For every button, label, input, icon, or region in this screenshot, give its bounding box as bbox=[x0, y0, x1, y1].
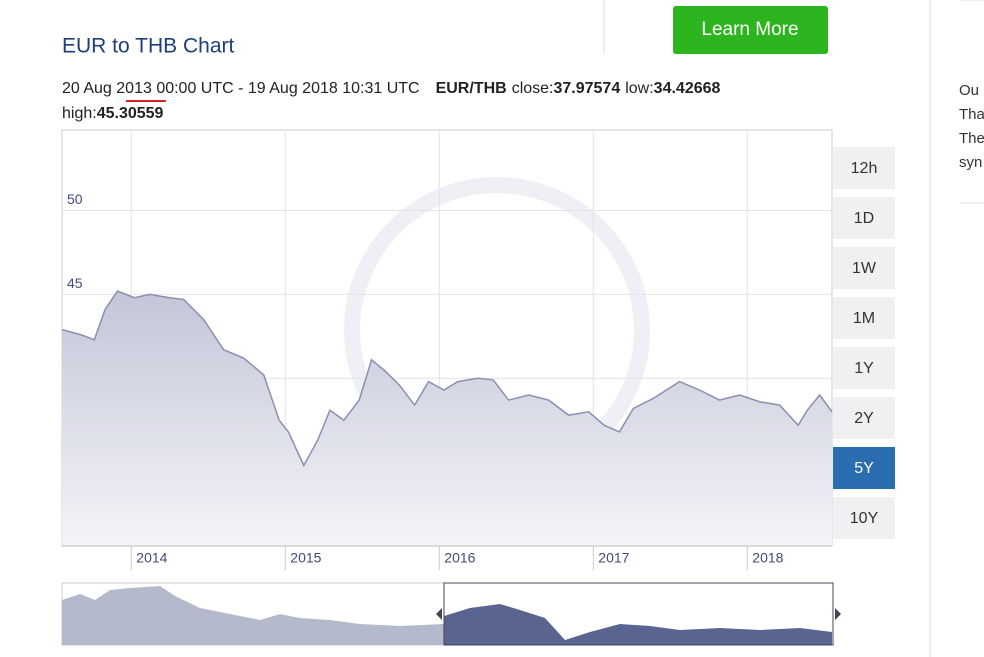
sidebar-text: Ou bbox=[959, 82, 979, 99]
button-label[interactable]: 1W bbox=[852, 260, 877, 277]
button-label[interactable]: 12h bbox=[851, 160, 878, 177]
y-tick-label: 50 bbox=[67, 191, 83, 207]
y-tick-label: 45 bbox=[67, 275, 83, 291]
button-label[interactable]: 1D bbox=[854, 210, 874, 227]
button-label[interactable]: 1Y bbox=[854, 360, 874, 377]
button-bg bbox=[833, 247, 895, 289]
button-label[interactable]: Learn More bbox=[701, 19, 798, 40]
button-bg bbox=[833, 497, 895, 539]
close: 37.97574 bbox=[553, 80, 620, 97]
pair: EUR/THB bbox=[436, 80, 507, 97]
button-label[interactable]: 10Y bbox=[850, 510, 879, 527]
x-tick-label: 2016 bbox=[444, 550, 475, 566]
sidebar-text: The bbox=[959, 130, 984, 147]
learn-more[interactable]: Learn More bbox=[673, 6, 828, 54]
button-bg bbox=[673, 6, 828, 54]
navigator bbox=[61, 582, 841, 646]
close-label: close: bbox=[512, 80, 554, 97]
summary-2: high:45.30559 bbox=[62, 105, 164, 122]
sidebar: Ou Tha The syn bbox=[959, 82, 984, 171]
button-bg bbox=[833, 197, 895, 239]
period-button[interactable]: 1D bbox=[833, 197, 895, 239]
area-line bbox=[61, 290, 833, 468]
x-tick-label: 2017 bbox=[598, 550, 629, 566]
page-title: EUR to THB Chart bbox=[62, 35, 234, 58]
period-button[interactable]: 12h bbox=[833, 147, 895, 189]
period-button[interactable]: 1Y bbox=[833, 347, 895, 389]
low-label: low: bbox=[625, 80, 653, 97]
button-bg bbox=[833, 347, 895, 389]
period-button[interactable]: 1W bbox=[833, 247, 895, 289]
button-bg bbox=[833, 447, 895, 489]
x-tick-label: 2014 bbox=[136, 550, 167, 566]
button-bg bbox=[833, 147, 895, 189]
button-bg bbox=[833, 397, 895, 439]
button-label[interactable]: 1M bbox=[853, 310, 875, 327]
sidebar-text: syn bbox=[959, 154, 982, 171]
range: 20 Aug 2013 00:00 UTC - 19 Aug 2018 10:3… bbox=[62, 80, 420, 97]
period-button[interactable]: 2Y bbox=[833, 397, 895, 439]
chart: 303540455020142015201620172018 bbox=[61, 129, 833, 570]
x-tick-label: 2018 bbox=[752, 550, 783, 566]
period-button[interactable]: 10Y bbox=[833, 497, 895, 539]
x-tick-label: 2015 bbox=[290, 550, 321, 566]
low: 34.42668 bbox=[654, 80, 721, 97]
button-label[interactable]: 5Y bbox=[854, 460, 874, 477]
area-fill bbox=[62, 291, 832, 546]
period-button[interactable]: 1M bbox=[833, 297, 895, 339]
button-bg bbox=[833, 297, 895, 339]
high-label: high: bbox=[62, 105, 97, 122]
high: 45.30559 bbox=[97, 105, 164, 122]
summary: 20 Aug 2013 00:00 UTC - 19 Aug 2018 10:3… bbox=[62, 80, 721, 97]
button-label[interactable]: 2Y bbox=[854, 410, 874, 427]
period-button[interactable]: 5Y bbox=[833, 447, 895, 489]
period-buttons: 12h 1D 1W 1M 1Y 2Y 5Y 10Y bbox=[833, 147, 895, 539]
sidebar-text: Tha bbox=[959, 106, 984, 123]
